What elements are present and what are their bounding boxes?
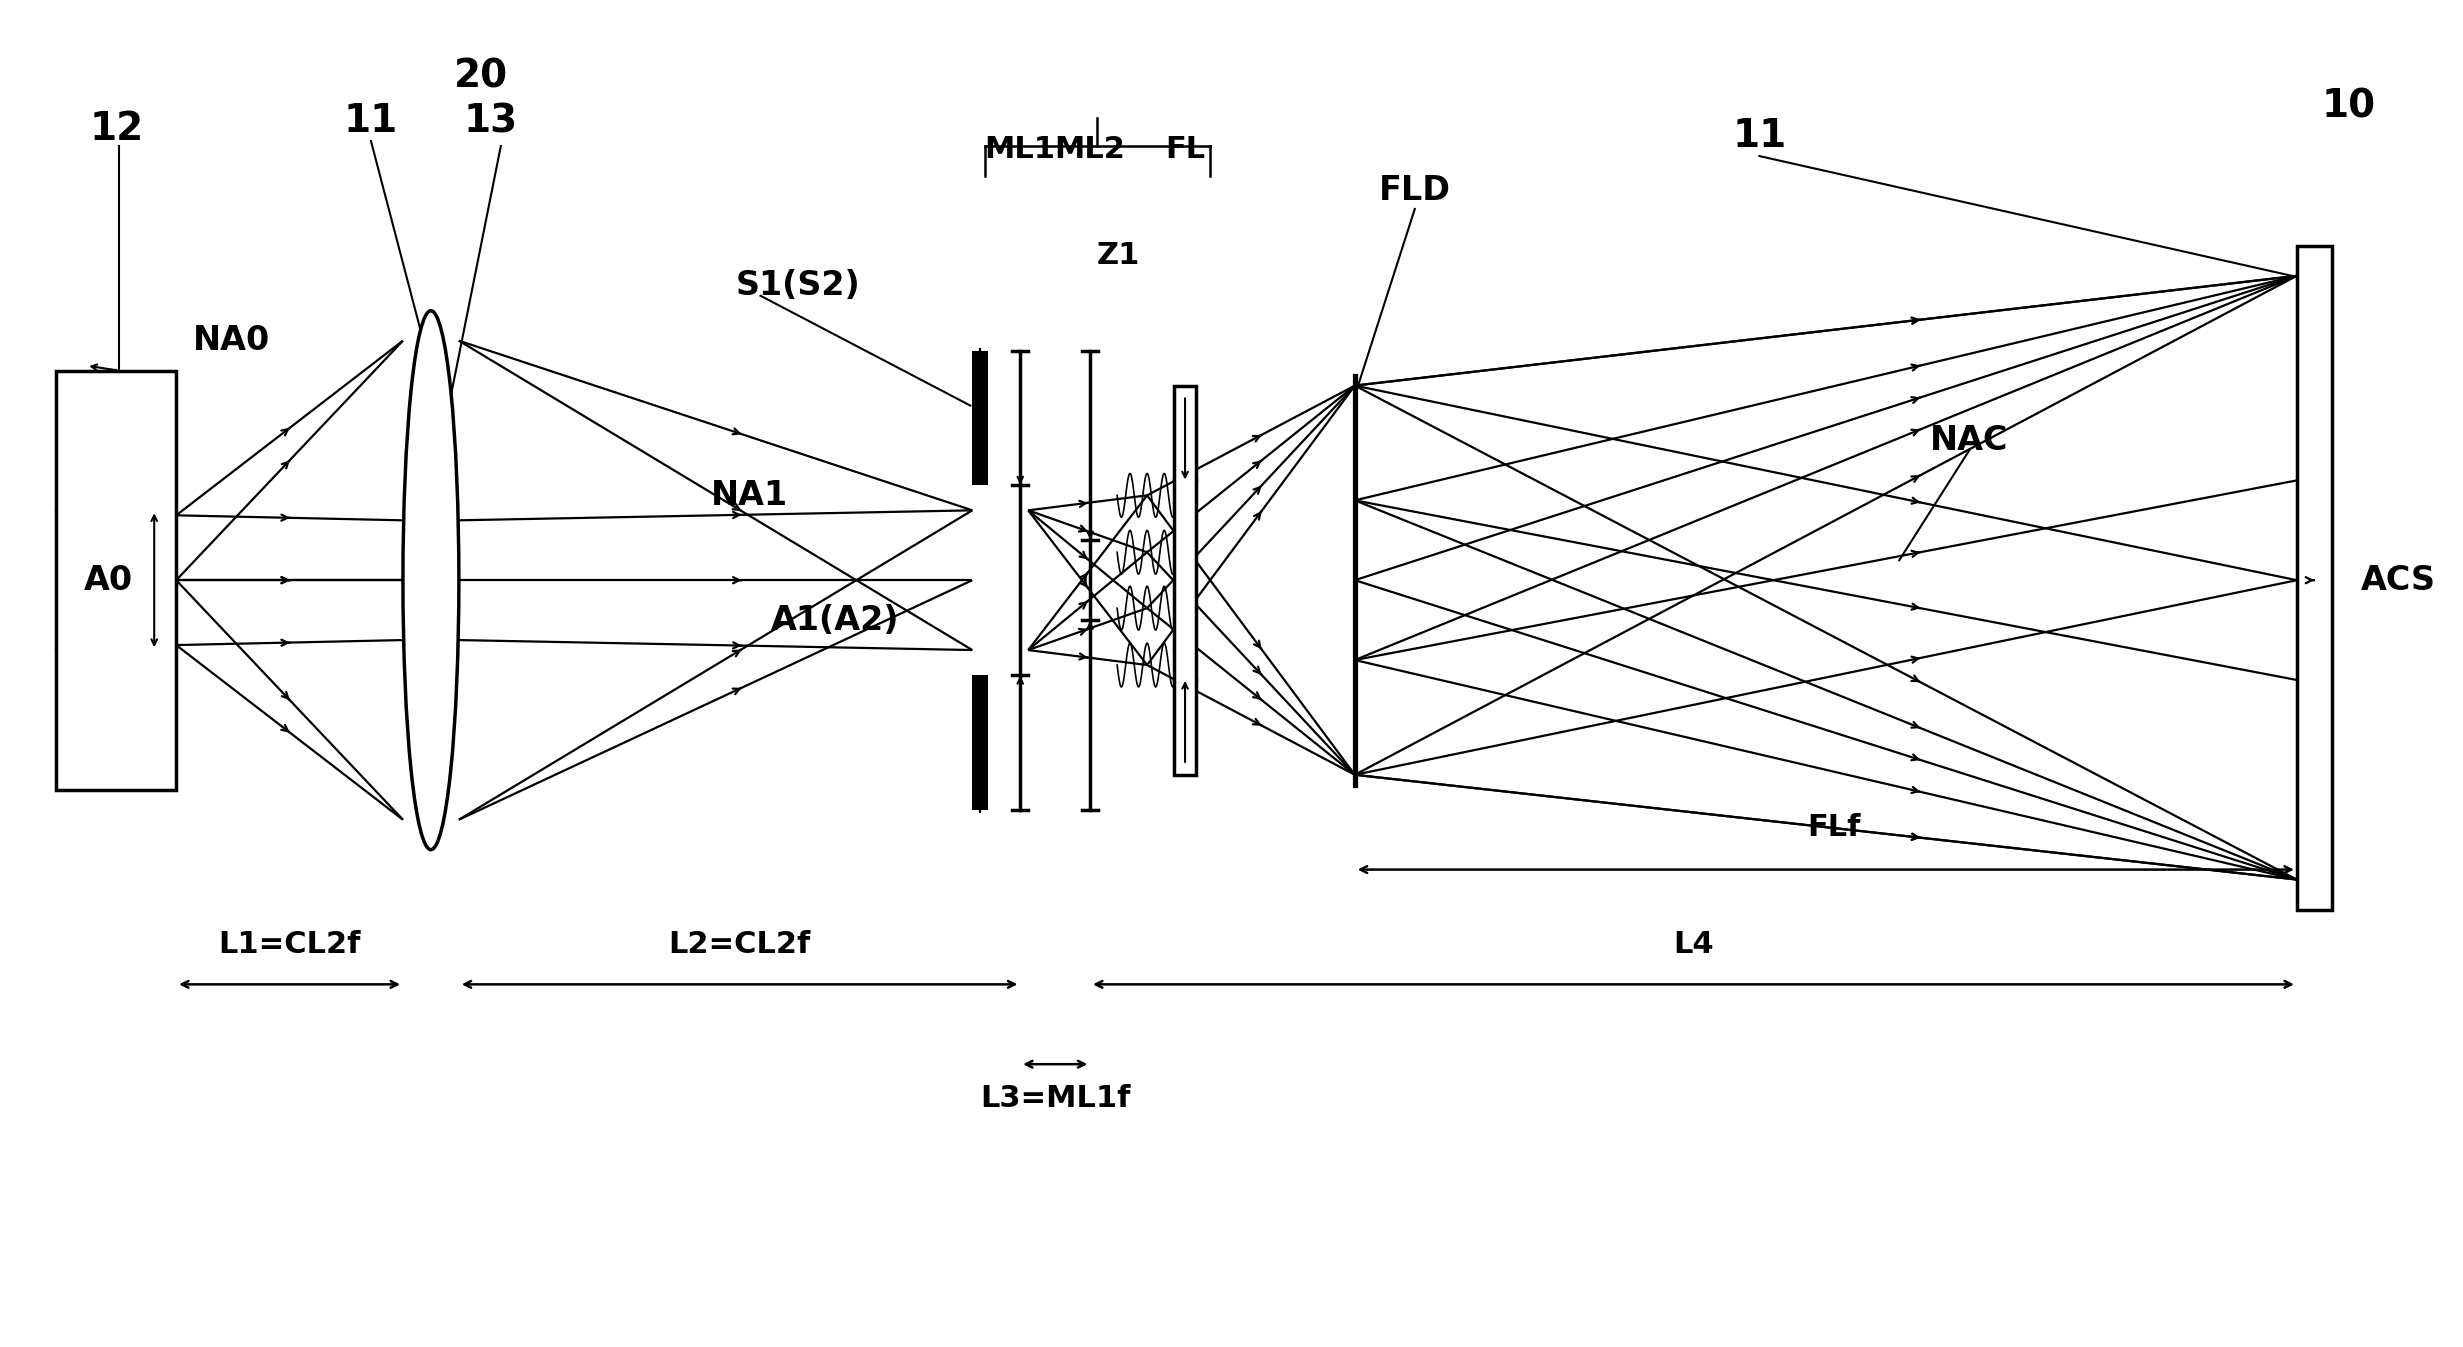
Bar bbox=[973, 675, 988, 810]
Bar bbox=[973, 350, 988, 485]
Text: L3=ML1f: L3=ML1f bbox=[980, 1084, 1131, 1113]
Text: NA1: NA1 bbox=[712, 480, 788, 512]
Text: L1=CL2f: L1=CL2f bbox=[217, 931, 360, 959]
Text: L2=CL2f: L2=CL2f bbox=[667, 931, 810, 959]
Text: 13: 13 bbox=[463, 102, 517, 140]
Text: ML1: ML1 bbox=[985, 135, 1057, 163]
Bar bbox=[1175, 385, 1197, 775]
Text: FL: FL bbox=[1165, 135, 1204, 163]
Text: NAC: NAC bbox=[1931, 424, 2007, 457]
Text: FLD: FLD bbox=[1379, 175, 1451, 207]
Text: ML2: ML2 bbox=[1054, 135, 1126, 163]
Text: FLf: FLf bbox=[1808, 812, 1862, 842]
Text: 20: 20 bbox=[453, 57, 507, 96]
Text: A0: A0 bbox=[84, 563, 133, 597]
Bar bbox=[2298, 247, 2332, 909]
Text: 11: 11 bbox=[345, 102, 399, 140]
Bar bbox=[57, 370, 177, 789]
Text: Z1: Z1 bbox=[1096, 241, 1140, 271]
Text: A1(A2): A1(A2) bbox=[771, 603, 899, 637]
Text: S1(S2): S1(S2) bbox=[736, 269, 860, 302]
Text: 10: 10 bbox=[2323, 88, 2377, 125]
Text: 11: 11 bbox=[1731, 117, 1786, 155]
Text: NA0: NA0 bbox=[192, 325, 271, 357]
Text: L4: L4 bbox=[1672, 931, 1714, 959]
Text: ACS: ACS bbox=[2362, 563, 2436, 597]
Text: 12: 12 bbox=[89, 110, 143, 148]
Ellipse shape bbox=[404, 311, 458, 850]
